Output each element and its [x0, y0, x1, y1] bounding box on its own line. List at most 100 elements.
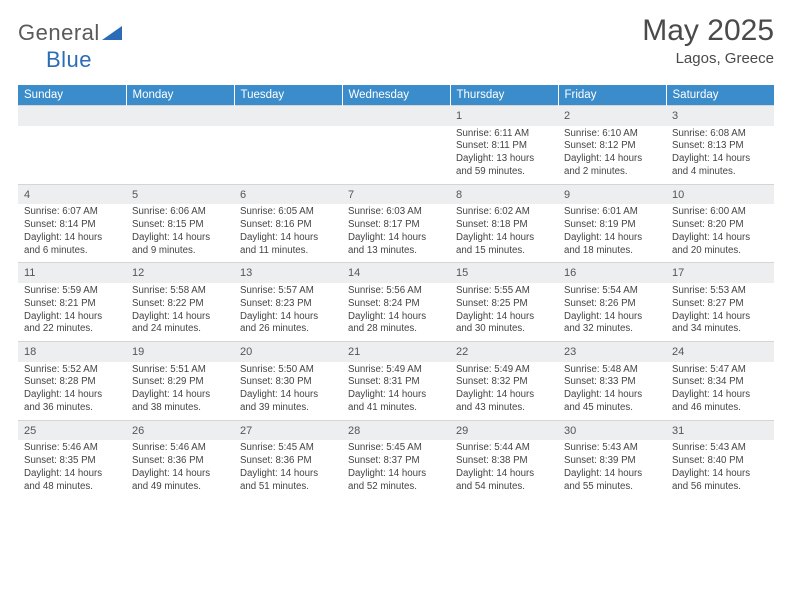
- day-number: 31: [666, 421, 774, 441]
- day-body: Sunrise: 5:43 AMSunset: 8:39 PMDaylight:…: [558, 440, 666, 498]
- daylight-text: Daylight: 14 hours and 15 minutes.: [456, 232, 552, 258]
- day-number: 15: [450, 263, 558, 283]
- calendar-cell: 21Sunrise: 5:49 AMSunset: 8:31 PMDayligh…: [342, 342, 450, 421]
- daylight-text: Daylight: 14 hours and 36 minutes.: [24, 389, 120, 415]
- sunrise-text: Sunrise: 6:11 AM: [456, 128, 552, 141]
- sunset-text: Sunset: 8:30 PM: [240, 376, 336, 389]
- calendar-cell: 26Sunrise: 5:46 AMSunset: 8:36 PMDayligh…: [126, 420, 234, 498]
- day-body: Sunrise: 6:06 AMSunset: 8:15 PMDaylight:…: [126, 204, 234, 262]
- sunset-text: Sunset: 8:21 PM: [24, 298, 120, 311]
- day-body: Sunrise: 5:59 AMSunset: 8:21 PMDaylight:…: [18, 283, 126, 341]
- sunrise-text: Sunrise: 5:46 AM: [24, 442, 120, 455]
- sunset-text: Sunset: 8:11 PM: [456, 140, 552, 153]
- calendar-header-row: SundayMondayTuesdayWednesdayThursdayFrid…: [18, 85, 774, 106]
- day-body: Sunrise: 5:58 AMSunset: 8:22 PMDaylight:…: [126, 283, 234, 341]
- sunset-text: Sunset: 8:29 PM: [132, 376, 228, 389]
- calendar-cell: 7Sunrise: 6:03 AMSunset: 8:17 PMDaylight…: [342, 184, 450, 263]
- daylight-text: Daylight: 14 hours and 38 minutes.: [132, 389, 228, 415]
- sunrise-text: Sunrise: 5:57 AM: [240, 285, 336, 298]
- day-body: Sunrise: 6:01 AMSunset: 8:19 PMDaylight:…: [558, 204, 666, 262]
- daylight-text: Daylight: 14 hours and 22 minutes.: [24, 311, 120, 337]
- sunset-text: Sunset: 8:32 PM: [456, 376, 552, 389]
- daylight-text: Daylight: 14 hours and 45 minutes.: [564, 389, 660, 415]
- sunset-text: Sunset: 8:35 PM: [24, 455, 120, 468]
- sunset-text: Sunset: 8:33 PM: [564, 376, 660, 389]
- sunset-text: Sunset: 8:28 PM: [24, 376, 120, 389]
- day-body: Sunrise: 6:03 AMSunset: 8:17 PMDaylight:…: [342, 204, 450, 262]
- day-header: Friday: [558, 85, 666, 106]
- sunrise-text: Sunrise: 5:48 AM: [564, 364, 660, 377]
- day-body: Sunrise: 5:54 AMSunset: 8:26 PMDaylight:…: [558, 283, 666, 341]
- calendar-cell: 31Sunrise: 5:43 AMSunset: 8:40 PMDayligh…: [666, 420, 774, 498]
- calendar-cell: 29Sunrise: 5:44 AMSunset: 8:38 PMDayligh…: [450, 420, 558, 498]
- sunset-text: Sunset: 8:31 PM: [348, 376, 444, 389]
- day-body: Sunrise: 6:08 AMSunset: 8:13 PMDaylight:…: [666, 126, 774, 184]
- day-number: 23: [558, 342, 666, 362]
- sunrise-text: Sunrise: 5:45 AM: [348, 442, 444, 455]
- day-body: Sunrise: 5:56 AMSunset: 8:24 PMDaylight:…: [342, 283, 450, 341]
- logo-word2: Blue: [46, 47, 92, 72]
- day-number: 3: [666, 106, 774, 126]
- sunrise-text: Sunrise: 5:47 AM: [672, 364, 768, 377]
- day-body: Sunrise: 5:48 AMSunset: 8:33 PMDaylight:…: [558, 362, 666, 420]
- daylight-text: Daylight: 14 hours and 49 minutes.: [132, 468, 228, 494]
- day-number: 14: [342, 263, 450, 283]
- calendar-cell: 27Sunrise: 5:45 AMSunset: 8:36 PMDayligh…: [234, 420, 342, 498]
- day-body: Sunrise: 6:02 AMSunset: 8:18 PMDaylight:…: [450, 204, 558, 262]
- logo: General: [18, 20, 126, 46]
- calendar-week-row: 25Sunrise: 5:46 AMSunset: 8:35 PMDayligh…: [18, 420, 774, 498]
- calendar-cell: 16Sunrise: 5:54 AMSunset: 8:26 PMDayligh…: [558, 263, 666, 342]
- day-body: [234, 126, 342, 133]
- calendar-cell: [126, 106, 234, 185]
- day-body: Sunrise: 5:46 AMSunset: 8:35 PMDaylight:…: [18, 440, 126, 498]
- daylight-text: Daylight: 14 hours and 20 minutes.: [672, 232, 768, 258]
- sunrise-text: Sunrise: 6:00 AM: [672, 206, 768, 219]
- day-number: 29: [450, 421, 558, 441]
- daylight-text: Daylight: 14 hours and 18 minutes.: [564, 232, 660, 258]
- calendar-cell: 20Sunrise: 5:50 AMSunset: 8:30 PMDayligh…: [234, 342, 342, 421]
- sunrise-text: Sunrise: 6:05 AM: [240, 206, 336, 219]
- day-number: 26: [126, 421, 234, 441]
- sunrise-text: Sunrise: 5:52 AM: [24, 364, 120, 377]
- calendar-cell: 2Sunrise: 6:10 AMSunset: 8:12 PMDaylight…: [558, 106, 666, 185]
- sunset-text: Sunset: 8:15 PM: [132, 219, 228, 232]
- day-number: [18, 106, 126, 126]
- sunset-text: Sunset: 8:27 PM: [672, 298, 768, 311]
- day-body: Sunrise: 6:10 AMSunset: 8:12 PMDaylight:…: [558, 126, 666, 184]
- day-body: Sunrise: 5:55 AMSunset: 8:25 PMDaylight:…: [450, 283, 558, 341]
- day-body: Sunrise: 5:53 AMSunset: 8:27 PMDaylight:…: [666, 283, 774, 341]
- calendar-cell: 24Sunrise: 5:47 AMSunset: 8:34 PMDayligh…: [666, 342, 774, 421]
- day-header: Thursday: [450, 85, 558, 106]
- sunrise-text: Sunrise: 5:46 AM: [132, 442, 228, 455]
- calendar-table: SundayMondayTuesdayWednesdayThursdayFrid…: [18, 85, 774, 499]
- calendar-cell: [234, 106, 342, 185]
- logo-triangle-icon: [102, 24, 124, 42]
- sunrise-text: Sunrise: 6:01 AM: [564, 206, 660, 219]
- daylight-text: Daylight: 14 hours and 55 minutes.: [564, 468, 660, 494]
- day-body: Sunrise: 6:11 AMSunset: 8:11 PMDaylight:…: [450, 126, 558, 184]
- sunset-text: Sunset: 8:17 PM: [348, 219, 444, 232]
- daylight-text: Daylight: 13 hours and 59 minutes.: [456, 153, 552, 179]
- day-number: 11: [18, 263, 126, 283]
- day-number: 8: [450, 185, 558, 205]
- day-number: 21: [342, 342, 450, 362]
- day-number: 20: [234, 342, 342, 362]
- calendar-cell: 11Sunrise: 5:59 AMSunset: 8:21 PMDayligh…: [18, 263, 126, 342]
- day-header: Monday: [126, 85, 234, 106]
- sunrise-text: Sunrise: 5:58 AM: [132, 285, 228, 298]
- sunrise-text: Sunrise: 5:50 AM: [240, 364, 336, 377]
- daylight-text: Daylight: 14 hours and 11 minutes.: [240, 232, 336, 258]
- sunrise-text: Sunrise: 5:55 AM: [456, 285, 552, 298]
- sunrise-text: Sunrise: 5:56 AM: [348, 285, 444, 298]
- sunrise-text: Sunrise: 5:54 AM: [564, 285, 660, 298]
- day-number: 30: [558, 421, 666, 441]
- day-body: Sunrise: 5:45 AMSunset: 8:36 PMDaylight:…: [234, 440, 342, 498]
- day-number: 4: [18, 185, 126, 205]
- calendar-cell: 28Sunrise: 5:45 AMSunset: 8:37 PMDayligh…: [342, 420, 450, 498]
- day-body: Sunrise: 6:05 AMSunset: 8:16 PMDaylight:…: [234, 204, 342, 262]
- day-number: [234, 106, 342, 126]
- day-number: [126, 106, 234, 126]
- day-number: [342, 106, 450, 126]
- calendar-cell: 17Sunrise: 5:53 AMSunset: 8:27 PMDayligh…: [666, 263, 774, 342]
- day-number: 7: [342, 185, 450, 205]
